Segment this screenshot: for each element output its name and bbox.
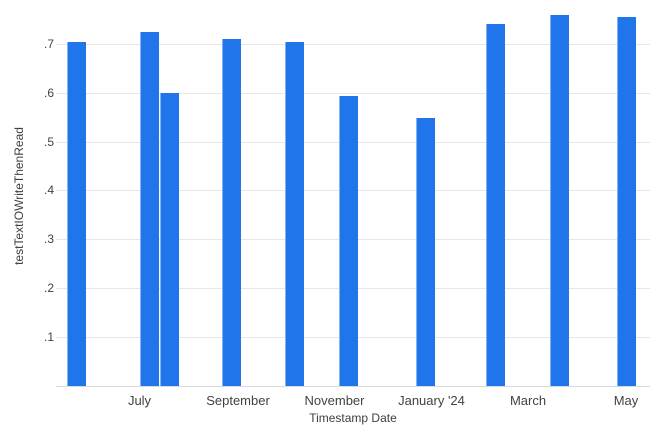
x-tick-label: January '24 — [398, 393, 465, 408]
y-tick-label: .5 — [43, 135, 54, 149]
bar[interactable] — [67, 42, 86, 386]
bar[interactable] — [617, 17, 636, 386]
y-tick-label: .2 — [43, 281, 54, 295]
y-tick-label: .1 — [43, 330, 54, 344]
bar[interactable] — [222, 39, 241, 386]
x-axis-line — [56, 386, 650, 387]
bar[interactable] — [416, 118, 435, 386]
bar[interactable] — [140, 32, 159, 386]
bar[interactable] — [285, 42, 304, 386]
x-tick-label: September — [206, 393, 270, 408]
y-tick-label: .7 — [43, 37, 54, 51]
bar[interactable] — [486, 24, 505, 386]
bar[interactable] — [160, 93, 179, 386]
bar[interactable] — [550, 15, 569, 386]
x-axis-title: Timestamp Date — [309, 411, 397, 425]
y-tick-label: .4 — [43, 183, 54, 197]
y-tick-label: .6 — [43, 86, 54, 100]
x-tick-label: July — [127, 393, 152, 408]
x-tick-label: March — [509, 393, 547, 408]
y-tick-label: .3 — [43, 232, 54, 246]
y-gridline — [56, 44, 650, 45]
y-gridline — [56, 93, 650, 94]
x-tick-label: May — [613, 393, 639, 408]
x-tick-label: November — [304, 393, 365, 408]
bar[interactable] — [339, 96, 358, 386]
